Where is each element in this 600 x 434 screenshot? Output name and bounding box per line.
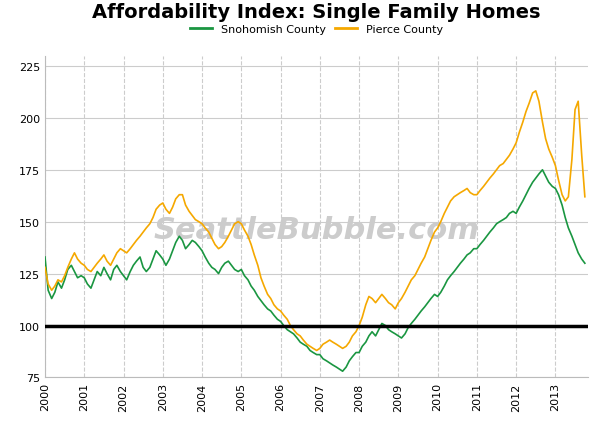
Title: Affordability Index: Single Family Homes: Affordability Index: Single Family Homes	[92, 3, 541, 22]
Legend: Snohomish County, Pierce County: Snohomish County, Pierce County	[185, 20, 448, 39]
Text: SeattleBubble.com: SeattleBubble.com	[154, 215, 479, 244]
